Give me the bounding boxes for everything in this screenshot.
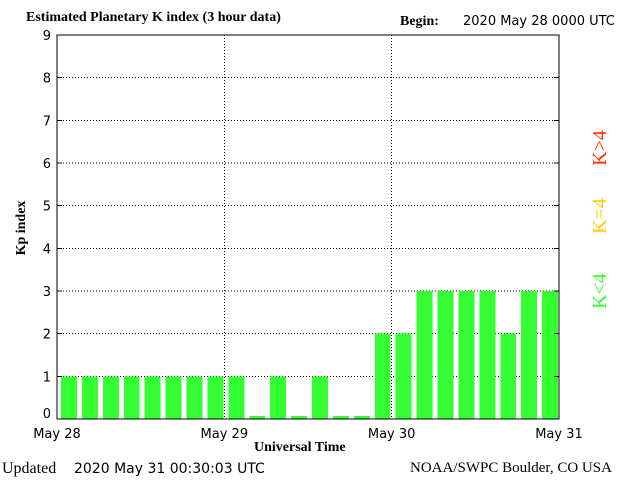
chart-title: Estimated Planetary K index (3 hour data… — [26, 10, 281, 25]
kp-bar — [312, 376, 328, 419]
kp-bar — [437, 291, 454, 419]
kp-bar — [353, 416, 370, 419]
legend-k-greater-4: K>4 — [589, 130, 611, 166]
x-tick-label: May 29 — [201, 427, 249, 442]
y-axis-label: Kp index — [14, 200, 29, 256]
legend-k-equal-4: K=4 — [589, 198, 611, 234]
updated-label: Updated — [2, 460, 57, 477]
kp-bar — [249, 416, 266, 419]
y-tick-label: 9 — [43, 29, 51, 44]
begin-value: 2020 May 28 0000 UTC — [463, 14, 615, 29]
kp-bar — [374, 333, 391, 419]
x-tick-label: May 31 — [535, 427, 583, 442]
y-tick-label: 0 — [43, 407, 51, 422]
x-tick-label: May 28 — [33, 427, 81, 442]
kp-bar — [144, 376, 161, 419]
kp-bar — [521, 291, 538, 419]
kp-bar — [165, 376, 182, 419]
kp-bar — [61, 376, 77, 419]
kp-bar — [207, 376, 224, 419]
kp-bar — [332, 416, 349, 419]
legend-k-less-4: K<4 — [589, 273, 611, 309]
y-tick-label: 6 — [43, 157, 51, 172]
y-tick-label: 5 — [43, 200, 51, 215]
plot-frame — [56, 34, 560, 420]
kp-bar — [500, 333, 517, 419]
footer-source: NOAA/SWPC Boulder, CO USA — [410, 460, 612, 476]
kp-bar — [123, 376, 140, 419]
kp-bar — [416, 291, 433, 419]
kp-bar — [479, 291, 496, 419]
kp-bar — [542, 291, 558, 419]
y-tick-label: 3 — [43, 285, 51, 300]
kp-bar — [102, 376, 119, 419]
kp-bar — [291, 416, 307, 419]
kp-bar — [186, 376, 203, 419]
y-tick-label: 7 — [43, 114, 51, 129]
begin-label: Begin: — [400, 14, 439, 29]
x-tick-label: May 30 — [368, 427, 416, 442]
kp-bar — [270, 376, 287, 419]
updated-value: 2020 May 31 00:30:03 UTC — [74, 461, 265, 477]
y-tick-label: 4 — [43, 242, 51, 257]
y-tick-label: 8 — [43, 72, 51, 87]
kp-bar — [228, 376, 245, 419]
kp-bar — [81, 376, 98, 419]
y-tick-label: 2 — [43, 328, 51, 343]
x-axis-label: Universal Time — [254, 440, 346, 455]
kp-bar — [395, 333, 412, 419]
y-tick-label: 1 — [43, 370, 51, 385]
kp-bar — [458, 291, 475, 419]
